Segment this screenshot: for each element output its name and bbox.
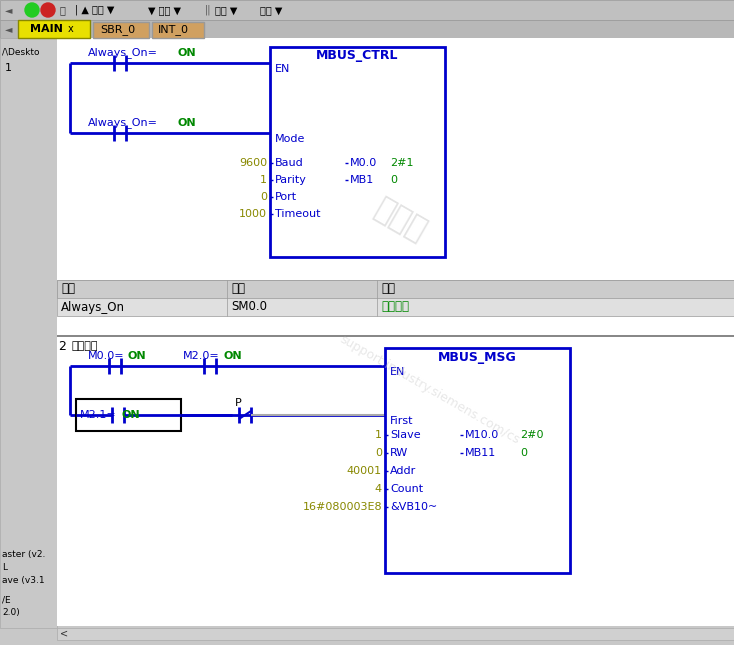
Text: 1: 1 (260, 175, 267, 185)
Text: 符号: 符号 (61, 283, 75, 295)
Text: EN: EN (275, 64, 291, 74)
Text: Always_On=: Always_On= (88, 117, 158, 128)
Text: Always_On: Always_On (61, 301, 125, 313)
Text: SM0.0: SM0.0 (231, 301, 267, 313)
Text: 0: 0 (260, 192, 267, 202)
Text: ON: ON (178, 118, 197, 128)
Text: 删除 ▼: 删除 ▼ (260, 5, 283, 15)
Text: /E: /E (2, 595, 10, 604)
Text: 1000: 1000 (239, 209, 267, 219)
Text: Addr: Addr (390, 466, 416, 476)
Text: 插入 ▼: 插入 ▼ (215, 5, 237, 15)
Text: 注释: 注释 (381, 283, 395, 295)
Text: M0.0=: M0.0= (88, 351, 125, 361)
Text: Parity: Parity (275, 175, 307, 185)
Text: 始终接通: 始终接通 (381, 301, 409, 313)
Text: Mode: Mode (275, 134, 305, 144)
Bar (385, 348, 570, 573)
Text: L: L (2, 564, 7, 573)
Text: M2.0=: M2.0= (183, 351, 219, 361)
Circle shape (25, 3, 39, 17)
Text: 2#0: 2#0 (520, 430, 543, 440)
Text: MBUS_MSG: MBUS_MSG (437, 350, 517, 364)
Text: 9600: 9600 (239, 158, 267, 168)
Text: ◄: ◄ (5, 5, 12, 15)
Text: MB11: MB11 (465, 448, 496, 458)
Text: Port: Port (275, 192, 297, 202)
Bar (152, 22, 204, 38)
Bar (0, 20, 734, 38)
Text: 4: 4 (375, 484, 382, 494)
Text: 0: 0 (390, 175, 397, 185)
Text: MBUS_CTRL: MBUS_CTRL (316, 50, 399, 63)
Text: ⬛: ⬛ (60, 5, 66, 15)
Text: Always_On=: Always_On= (88, 48, 158, 59)
Bar (0, 38, 57, 628)
Text: First: First (390, 416, 413, 426)
Text: <: < (60, 629, 68, 639)
Text: 我答案: 我答案 (369, 194, 431, 246)
Text: aster (v2.: aster (v2. (2, 550, 46, 559)
Bar (0, 0, 734, 20)
Text: /\Deskto: /\Deskto (2, 48, 40, 57)
Bar (270, 47, 445, 257)
Text: 0: 0 (375, 448, 382, 458)
Text: Slave: Slave (390, 430, 421, 440)
Text: Count: Count (390, 484, 423, 494)
Text: EN: EN (390, 367, 405, 377)
Text: | ▲ 上传 ▼: | ▲ 上传 ▼ (75, 5, 115, 15)
Text: 1: 1 (5, 63, 12, 73)
Text: ON: ON (178, 48, 197, 58)
Text: 0: 0 (520, 448, 527, 458)
Text: P: P (235, 398, 241, 408)
Text: SBR_0: SBR_0 (100, 25, 135, 35)
Text: ON: ON (122, 410, 141, 420)
Text: 2#1: 2#1 (390, 158, 413, 168)
Text: 2.0): 2.0) (2, 608, 20, 617)
Text: 40001: 40001 (347, 466, 382, 476)
Text: RW: RW (390, 448, 408, 458)
Text: ON: ON (128, 351, 147, 361)
Text: ▼ 下载 ▼: ▼ 下载 ▼ (148, 5, 181, 15)
Text: 1: 1 (375, 430, 382, 440)
Bar (76, 399, 181, 431)
Text: MAIN: MAIN (30, 24, 63, 34)
Bar (57, 280, 734, 298)
Text: ON: ON (223, 351, 241, 361)
Text: 输入注释: 输入注释 (72, 341, 98, 351)
Text: MB1: MB1 (350, 175, 374, 185)
Text: M10.0: M10.0 (465, 430, 499, 440)
Text: &VB10~: &VB10~ (390, 502, 437, 512)
Bar (57, 628, 734, 640)
Text: 16#080003E8: 16#080003E8 (302, 502, 382, 512)
Text: ave (v3.1: ave (v3.1 (2, 575, 45, 584)
Text: M2.1=: M2.1= (80, 410, 117, 420)
Bar (93, 22, 149, 38)
Text: INT_0: INT_0 (158, 25, 189, 35)
Circle shape (41, 3, 55, 17)
Text: 2: 2 (58, 339, 66, 353)
Bar (18, 20, 90, 38)
Text: ◄: ◄ (5, 24, 12, 34)
Text: x: x (68, 24, 73, 34)
Text: support.industry.siemens.com/cs: support.industry.siemens.com/cs (338, 333, 523, 447)
Text: Baud: Baud (275, 158, 304, 168)
Text: 地址: 地址 (231, 283, 245, 295)
Text: Timeout: Timeout (275, 209, 321, 219)
Bar (57, 335, 734, 337)
Text: ||: || (205, 5, 211, 15)
Text: M0.0: M0.0 (350, 158, 377, 168)
Bar (57, 280, 734, 316)
